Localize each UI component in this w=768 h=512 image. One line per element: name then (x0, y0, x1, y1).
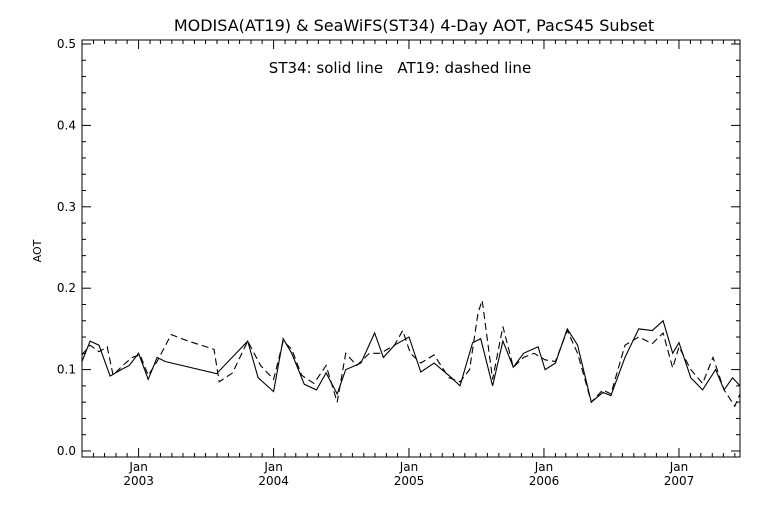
x-tick-year: 2005 (394, 474, 425, 488)
x-tick-year: 2004 (258, 474, 289, 488)
chart-title: MODISA(AT19) & SeaWiFS(ST34) 4-Day AOT, … (174, 16, 654, 35)
y-tick-label: 0.0 (57, 444, 76, 458)
y-axis: 0.0 0.1 0.2 0.3 0.4 0.5 (57, 37, 740, 458)
x-tick-year: 2006 (529, 474, 560, 488)
x-tick-month: Jan (534, 460, 554, 474)
x-tick-month: Jan (263, 460, 283, 474)
y-tick-label: 0.5 (57, 37, 76, 51)
y-axis-label: AOT (31, 239, 44, 262)
series-line-st34 (81, 319, 741, 404)
x-tick-year: 2007 (664, 474, 695, 488)
x-tick-month: Jan (399, 460, 419, 474)
y-tick-label: 0.2 (57, 281, 76, 295)
y-tick-label: 0.4 (57, 118, 76, 132)
x-tick-month: Jan (128, 460, 148, 474)
plot-frame (81, 39, 741, 458)
y-tick-label: 0.1 (57, 363, 76, 377)
legend-annotation: ST34: solid line AT19: dashed line (269, 59, 531, 77)
x-tick-month: Jan (669, 460, 689, 474)
series-group (81, 300, 741, 408)
series-line-at19 (81, 300, 741, 408)
y-tick-label: 0.3 (57, 200, 76, 214)
x-tick-year: 2003 (123, 474, 154, 488)
